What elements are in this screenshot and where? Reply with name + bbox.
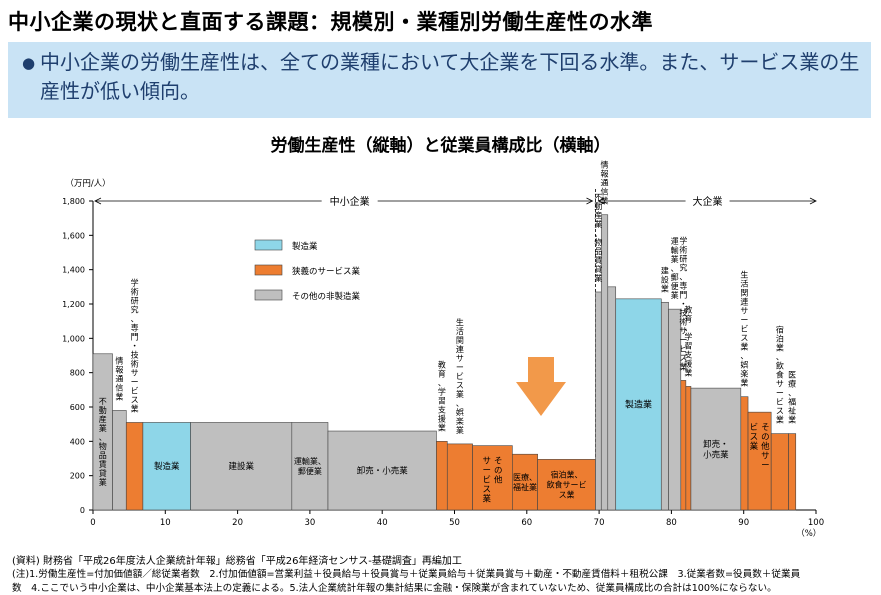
chart-title: 労働生産性（縦軸）と従業員構成比（横軸） (270, 136, 611, 156)
x-tick-label: 10 (160, 518, 171, 528)
footnote-line2: 数 4.ここでいう中小企業は、中小企業基本法上の定義による。5.法人企業統計年報… (12, 583, 777, 594)
legend-swatch-1 (254, 264, 283, 276)
y-tick-label: 1,400 (62, 266, 85, 275)
large-label-bg (685, 193, 730, 207)
bar-1 (112, 410, 127, 511)
bar-12 (595, 291, 602, 511)
y-axis-label: （万円/人） (65, 178, 110, 189)
legend-label-1: 狭義のサービス業 (292, 266, 361, 277)
bar-label-9: その他サービス業 (482, 457, 503, 505)
summary-box: ● 中小企業の労働生産性は、全ての業種において大企業を下回る水準。また、サービス… (8, 42, 871, 118)
bar-label-4: 建設業 (228, 461, 254, 472)
bar-label-13: 情報通信業 (601, 160, 609, 206)
y-tick-label: 1,800 (62, 197, 85, 206)
bar-8 (446, 443, 473, 511)
x-tick-label: 0 (90, 518, 95, 528)
bar-16 (660, 301, 669, 511)
x-tick-label: 90 (738, 518, 749, 528)
bar-label-17: 運輸業、郵便業 (671, 237, 679, 300)
bar-label-0: 不動産業、物品賃貸業 (99, 397, 107, 487)
bar-label-22: その他サービス業 (750, 423, 771, 471)
bar-label-10: 医療、福祉業 (513, 472, 537, 492)
bar-19 (685, 386, 692, 511)
y-tick-label: 0 (80, 506, 85, 515)
large-bracket-arrow-left (597, 197, 605, 205)
bar-3 (142, 422, 191, 511)
sme-bracket-arrow-left (94, 197, 102, 205)
sme-group-label: 中小企業 (330, 195, 370, 208)
bar-label-20: 卸売・小売業 (703, 439, 729, 461)
x-axis-label: （%） (796, 528, 821, 539)
bar-label-11: 宿泊業、飲食サービス業 (547, 470, 587, 500)
bar-label-19: 教育、学習支援業 (684, 304, 692, 377)
y-tick-label: 1,200 (62, 300, 85, 309)
source-note: (資料) 財務省「平成26年度法人企業統計年報」総務省「平成26年経済センサス-… (12, 556, 462, 567)
y-tick-label: 200 (70, 472, 85, 481)
large-bracket-arrow-right (809, 197, 817, 205)
bar-6 (327, 430, 437, 511)
bar-15 (615, 298, 662, 511)
bar-label-2: 学術研究、専門・技術サービス業 (131, 277, 139, 413)
y-tick-label: 1,600 (62, 231, 85, 240)
bar-label-3: 製造業 (154, 461, 180, 472)
bar-label-8: 生活関連サービス業、娯楽業 (456, 317, 464, 435)
bar-5 (291, 422, 329, 511)
x-tick-label: 50 (449, 518, 460, 528)
y-tick-label: 600 (70, 403, 85, 412)
bar-14 (607, 286, 617, 511)
y-tick-label: 800 (70, 369, 85, 378)
bar-21 (740, 396, 749, 511)
bullet-icon: ● (22, 54, 36, 72)
bar-23 (770, 433, 789, 511)
bar-label-7: 教育、学習支援業 (438, 359, 446, 432)
y-tick-label: 1,000 (62, 334, 85, 343)
bar-label-5: 運輸業、郵便業 (294, 456, 326, 476)
bar-label-12: 不動産業、物品賃貸業 (594, 193, 602, 283)
x-tick-label: 80 (666, 518, 677, 528)
legend-label-0: 製造業 (292, 241, 318, 252)
x-tick-label: 20 (232, 518, 243, 528)
bar-label-15: 製造業 (625, 398, 652, 410)
large-group-label: 大企業 (693, 195, 723, 208)
bar-label-16: 建設業 (661, 265, 669, 293)
y-tick-label: 400 (70, 437, 85, 446)
footnote-line1: (注)1.労働生産性=付加価値額／総従業者数 2.付加価値額=営業利益＋役員給与… (12, 569, 801, 580)
x-tick-label: 100 (808, 518, 824, 528)
bar-label-1: 情報通信業 (115, 355, 123, 401)
bar-label-6: 卸売・小売業 (357, 466, 409, 477)
bar-label-23: 宿泊業、飲食サービス業 (776, 325, 784, 425)
bar-label-24: 医療、福祉業 (788, 371, 796, 425)
x-tick-label: 70 (594, 518, 605, 528)
bar-label-18: 学術研究、専門・技術サービス業 (679, 235, 687, 371)
bar-7 (436, 441, 448, 511)
bar-2 (125, 422, 144, 511)
bar-label-21: 生活関連サービス業、娯楽業 (740, 270, 748, 388)
bar-20 (690, 387, 742, 511)
bar-24 (788, 433, 797, 511)
bar-9 (472, 445, 513, 511)
down-arrow-icon (516, 357, 566, 416)
bar-10 (512, 453, 538, 511)
bar-4 (190, 422, 293, 511)
sme-bracket-arrow-right (586, 197, 594, 205)
bar-18 (680, 380, 687, 511)
x-tick-label: 60 (521, 518, 532, 528)
x-tick-label: 30 (304, 518, 315, 528)
bar-11 (537, 459, 596, 511)
legend-label-2: その他の非製造業 (292, 291, 361, 302)
summary-text: 中小企業の労働生産性は、全ての業種において大企業を下回る水準。また、サービス業の… (40, 50, 860, 103)
legend-swatch-0 (254, 239, 283, 251)
page-title: 中小企業の現状と直面する課題：規模別・業種別労働生産性の水準 (8, 10, 653, 34)
legend-swatch-2 (254, 289, 283, 301)
x-tick-label: 40 (377, 518, 388, 528)
sme-label-bg (321, 193, 378, 207)
